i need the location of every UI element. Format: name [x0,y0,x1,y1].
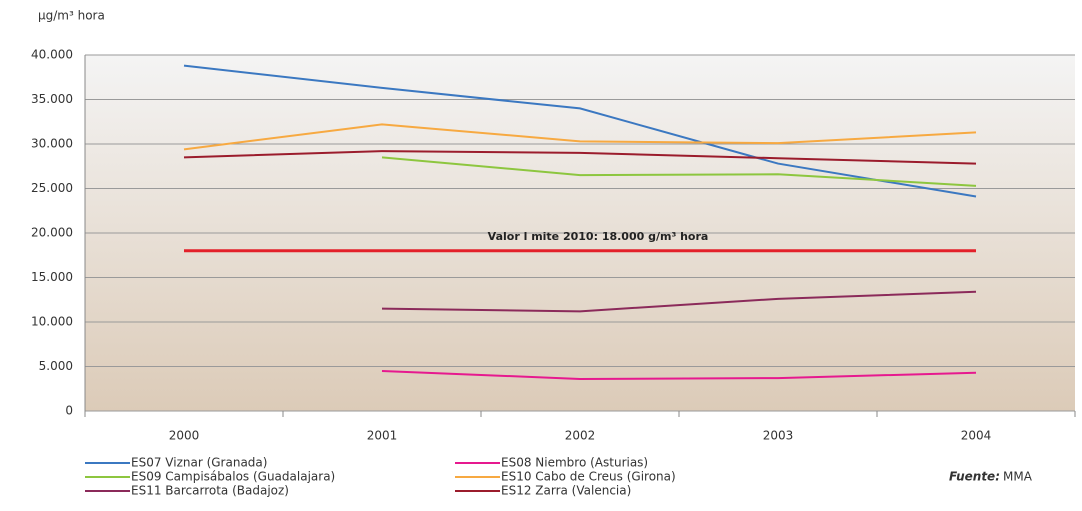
source-label: Fuente: [949,470,1000,484]
y-tick-label: 0 [65,404,73,418]
legend-label: ES11 Barcarrota (Badajoz) [131,484,289,498]
y-tick-label: 35.000 [31,92,73,106]
series-line [183,64,977,198]
legend-label: ES07 Viznar (Granada) [131,456,267,470]
y-axis-label: µg/m³ hora [38,9,105,23]
x-tick-label: 2001 [367,429,398,443]
y-tick-label: 40.000 [31,48,73,62]
series-line [183,150,977,165]
y-tick-label: 30.000 [31,137,73,151]
series-line [381,369,977,380]
x-tick-label: 2004 [961,429,992,443]
limit-label: Valor l mite 2010: 18.000 g/m³ hora [488,230,709,243]
x-tick-label: 2002 [565,429,596,443]
x-tick-label: 2003 [763,429,794,443]
y-tick-label: 20.000 [31,226,73,240]
legend-label: ES09 Campisábalos (Guadalajara) [131,470,335,484]
y-tick-label: 10.000 [31,315,73,329]
y-tick-label: 15.000 [31,270,73,284]
legend-label: ES10 Cabo de Creus (Girona) [501,470,676,484]
x-tick-label: 2000 [169,429,200,443]
y-tick-label: 25.000 [31,181,73,195]
legend-label: ES08 Niembro (Asturias) [501,456,648,470]
series-line [183,123,977,151]
series-line [381,290,977,313]
series-line [381,156,977,187]
source: MMA [1003,470,1033,484]
y-tick-label: 5.000 [39,359,73,373]
legend-label: ES12 Zarra (Valencia) [501,484,631,498]
